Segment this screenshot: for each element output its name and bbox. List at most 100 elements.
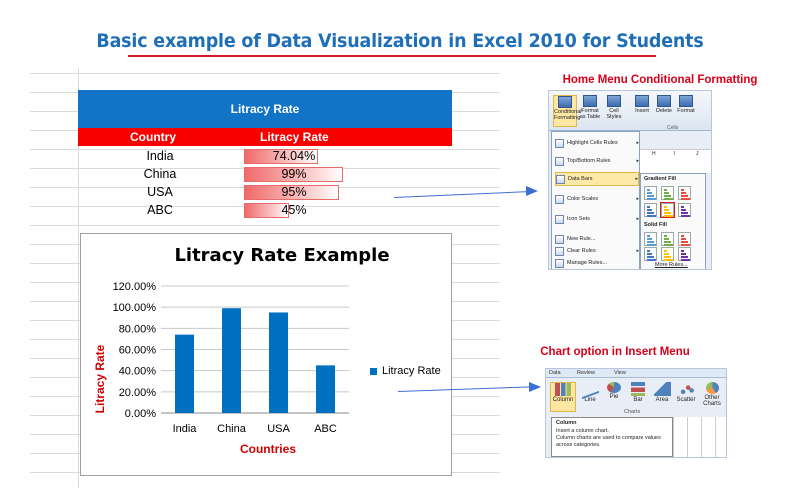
column-chart: 0.00% 20.00% 40.00% 60.00% 80.00% 100.00% 120.… — [80, 233, 452, 476]
data-bar-style-option[interactable] — [644, 186, 657, 200]
menu-top-bottom-rules[interactable]: Top/Bottom Rules ▸ — [555, 154, 639, 168]
page-title: Basic example of Data Visualization in E… — [96, 30, 704, 52]
submenu-arrow-icon: ▸ — [636, 216, 639, 222]
rate-cell: 74.04% — [272, 149, 316, 163]
color-scales-icon — [555, 194, 564, 204]
table-row: USA 95% — [78, 183, 452, 202]
legend-swatch — [370, 367, 377, 375]
menu-manage-rules[interactable]: Manage Rules... — [555, 256, 639, 269]
menu-color-scales[interactable]: Color Scales ▸ — [555, 192, 639, 206]
menu-new-rule[interactable]: New Rule... — [555, 232, 639, 246]
country-cell: China — [143, 167, 177, 181]
area-chart-button[interactable]: Area — [650, 382, 674, 403]
spreadsheet-column-line — [78, 68, 79, 488]
tooltip-description: Column charts are used to compare values… — [556, 435, 661, 448]
chart-title: Litracy Rate Example — [174, 245, 390, 266]
y-tick-label: 20.00% — [119, 387, 157, 399]
tooltip-line: Insert a column chart. — [556, 428, 609, 434]
pie-chart-button[interactable]: Pie — [602, 382, 626, 400]
column-chart-icon — [555, 383, 571, 396]
data-bar-style-option[interactable] — [678, 186, 691, 200]
line-chart-button[interactable]: Line — [578, 378, 602, 403]
data-bar-style-option[interactable] — [661, 247, 674, 261]
y-axis-label: Litracy Rate — [93, 344, 107, 414]
country-cell: India — [146, 149, 174, 163]
home-ribbon: Conditional Formatting Format as Table C… — [549, 91, 711, 131]
clear-rules-icon — [555, 246, 564, 256]
submenu-arrow-icon: ▸ — [635, 176, 638, 182]
delete-button[interactable]: Delete — [653, 95, 675, 114]
manage-rules-icon — [555, 258, 564, 268]
menu-icon-sets[interactable]: Icon Sets ▸ — [555, 212, 639, 226]
table-row: India 74.04% — [78, 147, 452, 166]
bar-chart-icon — [631, 382, 645, 396]
format-icon — [679, 95, 693, 107]
tab-review[interactable]: Review — [577, 370, 596, 376]
column-chart-button[interactable]: Column — [550, 382, 576, 412]
y-tick-label: 0.00% — [125, 408, 156, 420]
cell-styles-button[interactable]: Cell Styles — [603, 95, 625, 120]
arrow-head — [526, 186, 538, 196]
menu-data-bars[interactable]: Data Bars ▸ — [555, 172, 639, 186]
solid-fill-label: Solid Fill — [644, 222, 667, 228]
other-charts-button[interactable]: Other Charts — [700, 382, 724, 407]
scatter-chart-button[interactable]: Scatter — [674, 382, 698, 403]
header-country: Country — [130, 130, 176, 144]
more-rules-link[interactable]: More Rules... — [655, 262, 688, 268]
table-row: China 99% — [78, 165, 452, 184]
data-bars-submenu: Gradient Fill Solid Fill More Rules... — [640, 173, 706, 269]
bar — [222, 308, 241, 413]
delete-icon — [657, 95, 671, 107]
sheet-grid — [673, 417, 726, 457]
insert-icon — [635, 95, 649, 107]
bar-chart-button[interactable]: Bar — [626, 382, 650, 403]
rate-cell: 95% — [281, 185, 307, 199]
data-bar — [244, 203, 289, 218]
charts-group-label: Charts — [624, 409, 641, 415]
rate-cell: 45% — [281, 203, 307, 217]
other-charts-icon — [705, 382, 719, 394]
format-as-table-button[interactable]: Format as Table — [579, 95, 601, 120]
cell-styles-icon — [607, 95, 621, 107]
y-tick-label: 120.00% — [113, 281, 157, 293]
chart-option-caption: Chart option in Insert Menu — [540, 346, 690, 358]
menu-highlight-cells-rules[interactable]: Highlight Cells Rules ▸ — [555, 136, 639, 150]
highlight-icon — [555, 138, 564, 148]
y-tick-label: 80.00% — [119, 323, 157, 335]
data-bar-style-option[interactable] — [678, 232, 691, 246]
country-cell: ABC — [147, 203, 173, 217]
table-row: ABC 45% — [78, 201, 452, 220]
x-axis-label: Countries — [239, 442, 296, 456]
conditional-formatting-screenshot: Conditional Formatting Format as Table C… — [548, 90, 712, 270]
sheet-columns: H I J — [640, 149, 711, 173]
top-bottom-icon — [555, 156, 564, 166]
data-bar — [244, 149, 318, 164]
tab-data[interactable]: Data — [549, 370, 561, 376]
menu-clear-rules[interactable]: Clear Rules ▸ — [555, 244, 639, 258]
insert-button[interactable]: Insert — [631, 95, 653, 114]
column-tooltip: Column Insert a column chart. Column cha… — [551, 417, 673, 457]
arrow-head — [529, 382, 541, 392]
x-tick-label: India — [173, 423, 198, 435]
submenu-arrow-icon: ▸ — [636, 158, 639, 164]
data-bar-style-option[interactable] — [678, 203, 691, 217]
tab-view[interactable]: View — [614, 370, 626, 376]
data-bar — [244, 185, 339, 200]
conditional-formatting-icon — [558, 96, 572, 108]
data-bar-style-option[interactable] — [644, 232, 657, 246]
data-bar-style-option[interactable] — [661, 186, 674, 200]
data-bar-style-option[interactable] — [678, 247, 691, 261]
format-button[interactable]: Format — [675, 95, 697, 114]
gradient-fill-label: Gradient Fill — [644, 176, 677, 182]
x-tick-label: USA — [267, 423, 290, 435]
data-bar-style-option[interactable] — [661, 232, 674, 246]
data-bar-style-option[interactable] — [644, 203, 657, 217]
legend-label: Litracy Rate — [382, 365, 441, 377]
conditional-formatting-button[interactable]: Conditional Formatting — [553, 95, 582, 127]
data-bar-style-option[interactable] — [644, 247, 657, 261]
chart-legend: Litracy Rate — [370, 365, 441, 377]
data-bar-style-option[interactable] — [660, 202, 675, 218]
x-tick-label: ABC — [314, 423, 337, 435]
header-litracy-rate: Litracy Rate — [260, 130, 329, 144]
